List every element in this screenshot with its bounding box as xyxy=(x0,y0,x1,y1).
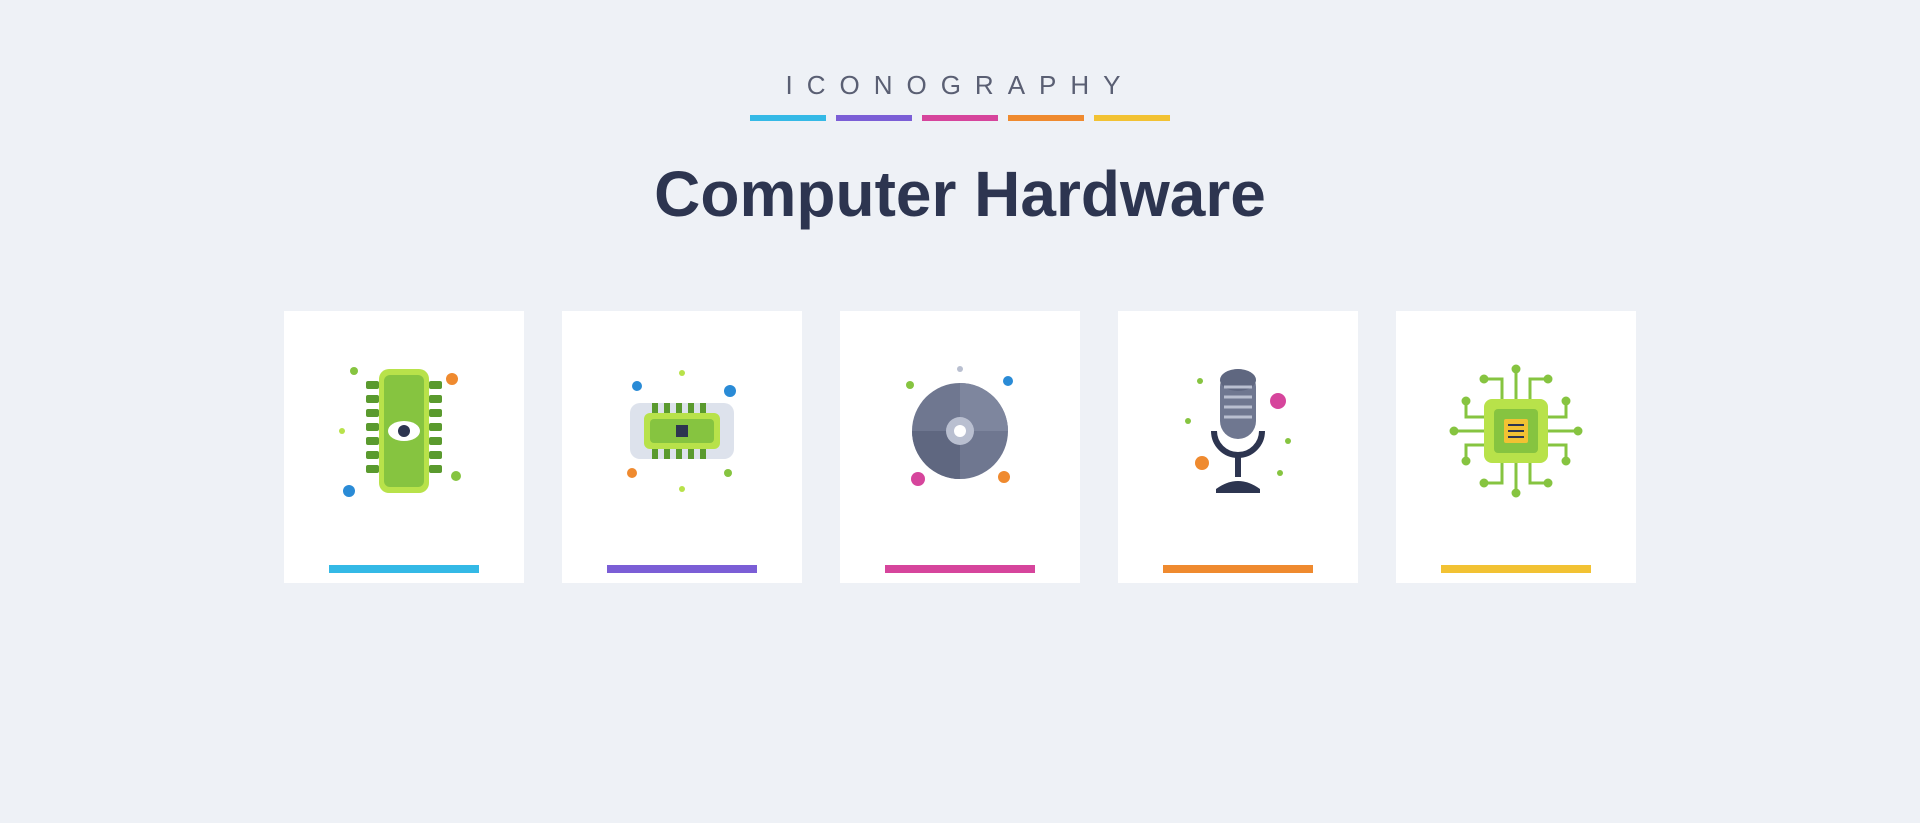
card-underline xyxy=(607,565,757,573)
page-title: Computer Hardware xyxy=(654,157,1266,231)
icon-card xyxy=(284,311,524,583)
stripe-row xyxy=(654,115,1266,121)
icon-card-row xyxy=(284,311,1636,583)
icon-card xyxy=(562,311,802,583)
disc-icon xyxy=(840,311,1080,551)
cpu-chip-icon xyxy=(1396,311,1636,551)
eyebrow: ICONOGRAPHY xyxy=(654,70,1266,101)
ram-chip-icon xyxy=(284,311,524,551)
icon-card xyxy=(1396,311,1636,583)
stripe-5 xyxy=(1094,115,1170,121)
stripe-1 xyxy=(750,115,826,121)
stripe-3 xyxy=(922,115,998,121)
card-underline xyxy=(1163,565,1313,573)
memory-module-icon xyxy=(562,311,802,551)
card-underline xyxy=(885,565,1035,573)
card-underline xyxy=(1441,565,1591,573)
icon-card xyxy=(840,311,1080,583)
header: ICONOGRAPHY Computer Hardware xyxy=(654,70,1266,231)
stripe-4 xyxy=(1008,115,1084,121)
card-underline xyxy=(329,565,479,573)
icon-card xyxy=(1118,311,1358,583)
stripe-2 xyxy=(836,115,912,121)
microphone-icon xyxy=(1118,311,1358,551)
